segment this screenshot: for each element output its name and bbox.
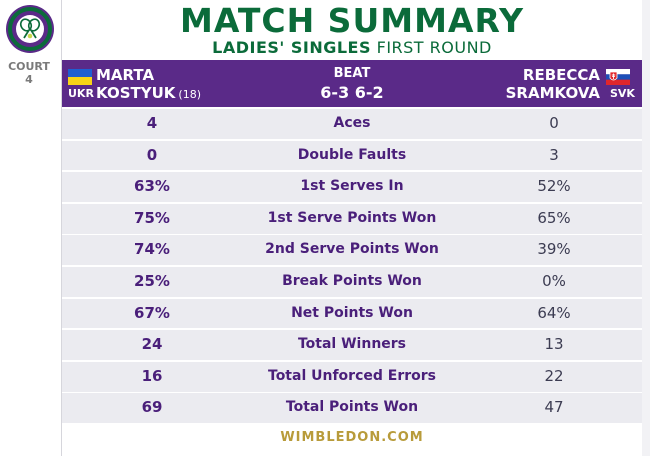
stat-label: 1st Serve Points Won xyxy=(267,209,437,226)
table-row: 69 Total Points Won 47 xyxy=(62,393,642,424)
stat-label: 1st Serves In xyxy=(300,178,404,195)
player1-stat-value: 69 xyxy=(141,398,163,417)
stats-table: 4 Aces 0 0 Double Faults 3 63% 1st Serve… xyxy=(62,109,642,425)
player1-country: UKR xyxy=(68,87,94,100)
court-word: COURT xyxy=(8,60,50,73)
table-row: 24 Total Winners 13 xyxy=(62,330,642,360)
player2-first-name: REBECCA xyxy=(522,66,600,84)
player2-country: SVK xyxy=(610,87,635,100)
players-header: UKR MARTA KOSTYUK (18) BEAT 6-3 6-2 REBEC… xyxy=(62,60,642,107)
table-row: 4 Aces 0 xyxy=(62,109,642,139)
player2-stat-value: 13 xyxy=(544,335,564,354)
slovakia-flag-icon xyxy=(606,69,630,85)
table-row: 0 Double Faults 3 xyxy=(62,140,642,171)
player1-stat-value: 16 xyxy=(141,366,163,385)
court-label: COURT 4 xyxy=(0,60,58,86)
table-row: 74% 2nd Serve Points Won 39% xyxy=(62,235,642,266)
stat-label: Net Points Won xyxy=(291,304,413,321)
table-row: 25% Break Points Won 0% xyxy=(62,266,642,297)
result-word: BEAT xyxy=(333,66,371,81)
player1-stat-value: 75% xyxy=(134,208,170,227)
footer-link[interactable]: WIMBLEDON.COM xyxy=(280,430,424,445)
player2-stat-value: 52% xyxy=(537,177,571,196)
table-row: 16 Total Unforced Errors 22 xyxy=(62,361,642,392)
stat-label: Total Unforced Errors xyxy=(268,367,436,384)
player2-stat-value: 65% xyxy=(537,208,571,227)
stat-label: Break Points Won xyxy=(282,272,422,289)
player1-stat-value: 25% xyxy=(134,271,170,290)
player1-stat-value: 67% xyxy=(134,303,170,322)
page-subtitle: LADIES' SINGLES FIRST ROUND xyxy=(62,38,642,58)
stat-label: Aces xyxy=(333,115,371,131)
stat-label: Total Winners xyxy=(297,336,407,353)
player2-stat-value: 47 xyxy=(544,398,564,417)
player2-stat-value: 3 xyxy=(549,145,559,164)
player1-seed: (18) xyxy=(178,88,201,101)
player1-stat-value: 0 xyxy=(146,145,158,164)
player2-stat-value: 0 xyxy=(549,114,559,132)
right-edge xyxy=(642,0,650,456)
page-title: MATCH SUMMARY xyxy=(180,1,524,40)
match-score: 6-3 6-2 xyxy=(320,83,384,102)
stat-label: 2nd Serve Points Won xyxy=(265,241,439,258)
round-name: FIRST ROUND xyxy=(376,38,492,57)
player1-first-name: MARTA xyxy=(96,66,155,84)
player1-stat-value: 4 xyxy=(146,114,158,132)
player1-last-name: KOSTYUK (18) xyxy=(96,85,201,103)
event-name: LADIES' SINGLES xyxy=(212,38,372,57)
player2-stat-value: 0% xyxy=(542,271,566,290)
sidebar: COURT 4 xyxy=(0,0,62,456)
player2-stat-value: 39% xyxy=(537,240,571,259)
player2-stat-value: 64% xyxy=(537,303,571,322)
player1-surname: KOSTYUK xyxy=(96,84,176,102)
table-row: 67% Net Points Won 64% xyxy=(62,298,642,329)
player2-last-name: SRAMKOVA xyxy=(505,84,600,102)
match-summary-panel: MATCH SUMMARY LADIES' SINGLES FIRST ROUN… xyxy=(62,0,642,456)
wimbledon-logo-icon xyxy=(6,5,54,53)
table-row: 75% 1st Serve Points Won 65% xyxy=(62,203,642,234)
player1-stat-value: 74% xyxy=(134,240,170,259)
stat-label: Total Points Won xyxy=(285,399,419,416)
ukraine-flag-icon xyxy=(68,69,92,85)
player1-stat-value: 24 xyxy=(141,335,163,354)
player2-stat-value: 22 xyxy=(544,366,564,385)
player1-stat-value: 63% xyxy=(134,177,170,196)
court-number: 4 xyxy=(25,73,33,86)
stat-label: Double Faults xyxy=(297,146,407,163)
table-row: 63% 1st Serves In 52% xyxy=(62,172,642,202)
